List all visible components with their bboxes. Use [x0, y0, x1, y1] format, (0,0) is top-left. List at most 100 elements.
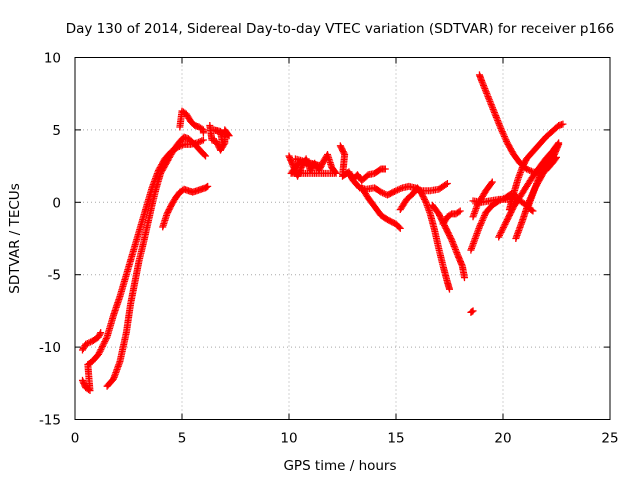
data-point	[555, 139, 563, 147]
grid	[75, 57, 610, 420]
data-point	[200, 151, 208, 159]
x-tick-label: 10	[280, 431, 297, 447]
data-point	[95, 350, 103, 358]
data-point	[396, 224, 404, 232]
data-point	[528, 206, 536, 214]
x-tick-label: 15	[387, 431, 404, 447]
x-tick-label: 5	[178, 431, 187, 447]
data-point	[381, 165, 389, 173]
data-point	[199, 129, 207, 137]
data-point	[468, 308, 476, 316]
y-axis-label: SDTVAR / TECUs	[7, 183, 23, 293]
data-point	[397, 185, 405, 193]
series-arc-1	[78, 136, 207, 395]
data-point	[442, 180, 450, 188]
x-axis-label: GPS time / hours	[283, 458, 396, 474]
data-point	[559, 120, 567, 128]
data-point	[524, 166, 532, 174]
series-arc-22	[525, 139, 563, 209]
data-point	[98, 342, 106, 350]
series-arc-5	[176, 107, 207, 137]
data-point	[526, 166, 534, 174]
data-point	[98, 344, 106, 352]
data-point	[101, 338, 109, 346]
y-tick-label: -5	[48, 268, 61, 284]
data-point	[199, 136, 207, 144]
y-tick-label: -15	[39, 413, 61, 429]
data-point	[480, 212, 488, 220]
data-point	[85, 339, 93, 347]
series-arc-3	[103, 133, 210, 390]
data-point	[501, 220, 509, 228]
data-point	[95, 349, 103, 357]
data-point	[379, 189, 387, 197]
data-point	[83, 339, 91, 347]
data-point	[97, 346, 105, 354]
data-point	[82, 340, 90, 348]
data-point	[96, 330, 104, 338]
y-tick-label: 5	[52, 123, 61, 139]
data-point	[502, 136, 510, 144]
data-point	[497, 124, 505, 132]
data-point	[498, 126, 506, 134]
data-point	[500, 131, 508, 139]
plot-frame	[74, 57, 611, 420]
data-point	[377, 188, 385, 196]
data-point	[479, 215, 487, 223]
series-arc-12	[428, 201, 468, 282]
data-point	[447, 235, 455, 242]
data-point	[503, 217, 511, 225]
data-point	[554, 140, 562, 148]
data-point	[204, 182, 212, 190]
data-point	[456, 207, 464, 215]
data-point	[395, 185, 403, 193]
data-point	[487, 179, 495, 187]
data-point	[478, 216, 486, 224]
series-arc-21	[512, 140, 563, 242]
data-point	[380, 190, 388, 198]
data-point	[480, 213, 488, 221]
series-arc-2	[78, 329, 105, 354]
data-point	[500, 132, 508, 140]
data-point	[291, 155, 299, 163]
x-tick-label: 20	[494, 431, 511, 447]
data-point	[478, 218, 486, 226]
y-tick-label: 0	[52, 195, 61, 211]
data-point	[203, 183, 211, 191]
series-arc-8	[336, 142, 389, 185]
series-arc-17	[469, 194, 537, 215]
series-arc-20	[505, 120, 567, 214]
data-point	[502, 219, 510, 227]
data-points	[78, 71, 567, 395]
data-point	[421, 197, 429, 205]
data-point	[476, 221, 484, 229]
data-point	[196, 137, 204, 145]
series-arc-4	[159, 182, 212, 231]
data-point	[496, 230, 504, 238]
series-arc-6	[206, 122, 233, 154]
data-point	[96, 347, 104, 355]
data-point	[503, 137, 511, 145]
data-point	[392, 187, 400, 195]
series-arc-11	[396, 184, 453, 293]
data-point	[460, 274, 468, 282]
series-arc-10	[358, 184, 404, 232]
data-point	[495, 231, 503, 239]
data-point	[202, 152, 210, 160]
data-point	[102, 336, 110, 344]
series-arc-14	[467, 307, 477, 316]
data-point	[446, 285, 453, 293]
data-point	[469, 307, 477, 315]
data-point	[395, 223, 403, 231]
data-point	[97, 329, 105, 337]
series-arc-7	[285, 151, 340, 180]
data-point	[102, 335, 110, 343]
series-arc-13	[439, 207, 464, 228]
data-point	[475, 223, 483, 231]
data-point	[495, 233, 503, 241]
chart-title: Day 130 of 2014, Sidereal Day-to-day VTE…	[66, 21, 615, 37]
y-tick-label: -10	[39, 340, 61, 356]
data-point	[498, 128, 506, 136]
ticks: 0 5 10 15 20 25 -15 -10 -5 0 5 10	[39, 51, 619, 447]
